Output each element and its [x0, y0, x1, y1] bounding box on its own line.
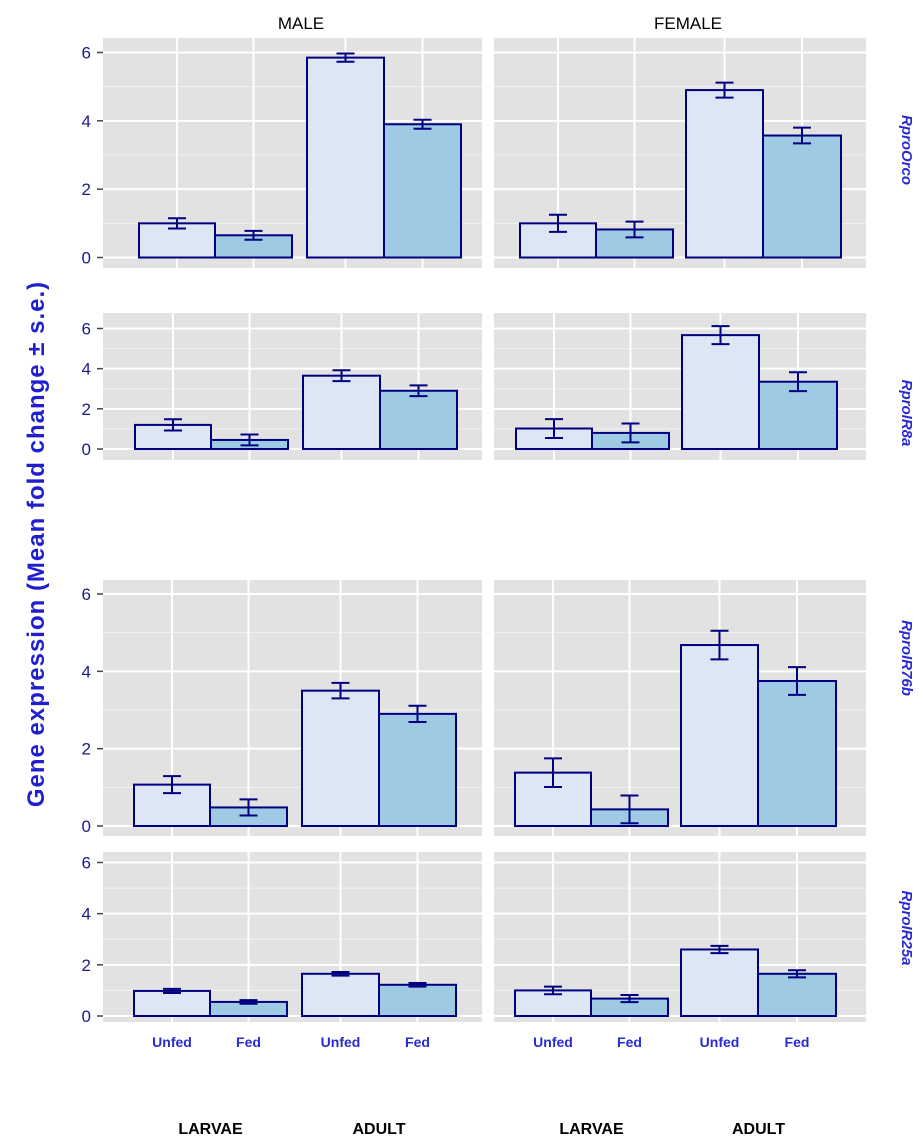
bar-adult-fed	[762, 134, 842, 259]
bar-adult-unfed	[306, 56, 385, 259]
y-tick-label: 2	[82, 956, 91, 975]
x-label-larvae-fed: Fed	[236, 1034, 261, 1050]
panel-rproir25a-male: 0 2 4 6	[82, 852, 482, 1026]
bar-adult-unfed	[301, 972, 380, 1017]
y-tick-label: 0	[82, 440, 91, 459]
panel-rproir76b-female	[494, 580, 866, 836]
x-label-adult-fed: Fed	[405, 1034, 430, 1050]
panels: 0 2 4 6 0 2 4 6 0 2 4 6 0 2 4 6	[82, 38, 866, 1026]
x-label-adult-unfed: Unfed	[321, 1034, 361, 1050]
panel-rproir25a-female	[494, 852, 866, 1022]
panel-rproir76b-male: 0 2 4 6	[82, 580, 482, 836]
y-tick-label: 6	[82, 585, 91, 604]
bar-adult-unfed	[680, 644, 759, 827]
x-label-adult-fed: Fed	[785, 1034, 810, 1050]
y-tick-label: 6	[82, 44, 91, 63]
gene-label-ir8a: RproIR8a	[898, 380, 915, 447]
bar-adult-unfed	[302, 374, 381, 450]
stage-label-adult: ADULT	[352, 1121, 405, 1138]
bar-adult-unfed	[680, 948, 759, 1018]
y-tick-label: 4	[82, 360, 91, 379]
y-tick-label: 4	[82, 905, 91, 924]
gene-label-orco: RproOrco	[898, 115, 915, 185]
gene-labels: RproOrco RproIR8a RproIR76b RproIR25a	[898, 115, 915, 966]
x-label-larvae-fed: Fed	[617, 1034, 642, 1050]
bar-adult-fed	[378, 712, 457, 827]
y-tick-label: 0	[82, 1007, 91, 1026]
column-title-female: FEMALE	[654, 14, 722, 33]
y-tick-label: 4	[82, 112, 91, 131]
x-axis-labels: Unfed Fed Unfed Fed LARVAE ADULT Unfed Fed Unfed…	[152, 1034, 809, 1138]
y-tick-label: 0	[82, 817, 91, 836]
bar-adult-unfed	[681, 334, 760, 450]
y-tick-label: 6	[82, 320, 91, 339]
panel-rproorco-female	[494, 38, 866, 268]
bar-adult-fed	[383, 123, 462, 259]
x-label-larvae-unfed: Unfed	[152, 1034, 192, 1050]
stage-label-adult: ADULT	[732, 1121, 785, 1138]
x-label-adult-unfed: Unfed	[700, 1034, 740, 1050]
y-tick-label: 2	[82, 180, 91, 199]
panel-rproorco-male: 0 2 4 6	[82, 38, 482, 268]
bar-adult-fed	[378, 983, 457, 1017]
bar-adult-fed	[757, 972, 837, 1017]
y-tick-label: 0	[82, 249, 91, 268]
y-tick-label: 6	[82, 854, 91, 873]
gene-label-ir76b: RproIR76b	[898, 620, 915, 696]
y-tick-label: 4	[82, 662, 91, 681]
stage-label-larvae: LARVAE	[178, 1121, 243, 1138]
bar-adult-fed	[757, 680, 837, 827]
y-tick-label: 2	[82, 400, 91, 419]
bar-larvae-unfed	[133, 989, 211, 1018]
bar-adult-unfed	[301, 689, 380, 828]
gene-label-ir25a: RproIR25a	[898, 890, 915, 965]
panel-rproir8a-female	[494, 313, 866, 460]
y-tick-label: 2	[82, 740, 91, 759]
panel-rproir8a-male: 0 2 4 6	[82, 313, 482, 460]
x-label-larvae-unfed: Unfed	[533, 1034, 573, 1050]
bar-adult-fed	[379, 389, 458, 450]
stage-label-larvae: LARVAE	[559, 1121, 624, 1138]
bar-adult-unfed	[685, 89, 764, 259]
column-title-male: MALE	[278, 14, 324, 33]
y-axis-label: Gene expression (Mean fold change ± s.e.…	[23, 281, 50, 807]
